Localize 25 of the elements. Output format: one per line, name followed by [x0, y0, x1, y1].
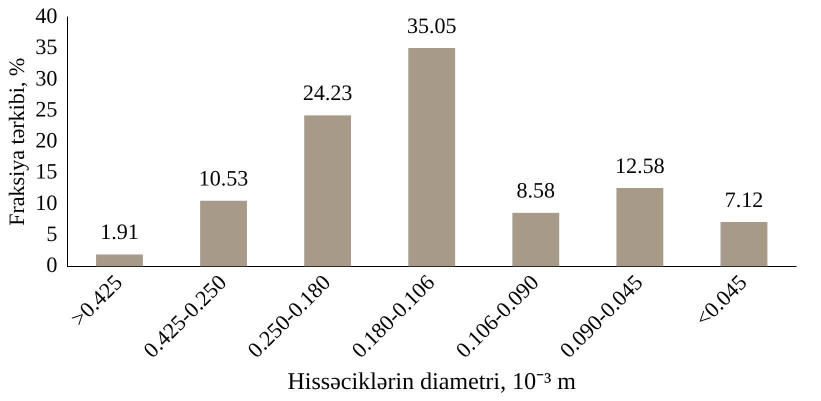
data-label: 1.91 [100, 219, 139, 244]
bar [720, 222, 768, 266]
bar [96, 254, 143, 266]
data-label: 10.53 [198, 166, 248, 191]
bar [200, 200, 247, 266]
data-label: 12.58 [615, 152, 665, 178]
y-tick-label: 0 [46, 252, 58, 278]
y-tick-label: 5 [46, 220, 58, 246]
y-tick-label: 20 [35, 128, 58, 153]
y-tick-label: 25 [35, 96, 58, 122]
data-label: 24.23 [302, 80, 352, 106]
y-tick-label: 10 [35, 190, 58, 215]
bar [408, 48, 456, 266]
data-label: 8.58 [516, 178, 556, 203]
bar [616, 188, 664, 266]
bar [304, 115, 352, 266]
data-label: 7.12 [724, 186, 764, 212]
data-label: 35.05 [406, 12, 456, 38]
y-axis-title: Fraksiya tərkibi, % [4, 58, 29, 226]
x-axis-title: Hissəciklərin diametri, 10⁻³ m [287, 368, 576, 395]
bar [512, 212, 560, 266]
y-tick-label: 40 [35, 2, 58, 28]
y-tick-label: 15 [35, 158, 58, 184]
y-tick-label: 35 [35, 34, 58, 60]
y-tick-label: 30 [35, 65, 58, 90]
